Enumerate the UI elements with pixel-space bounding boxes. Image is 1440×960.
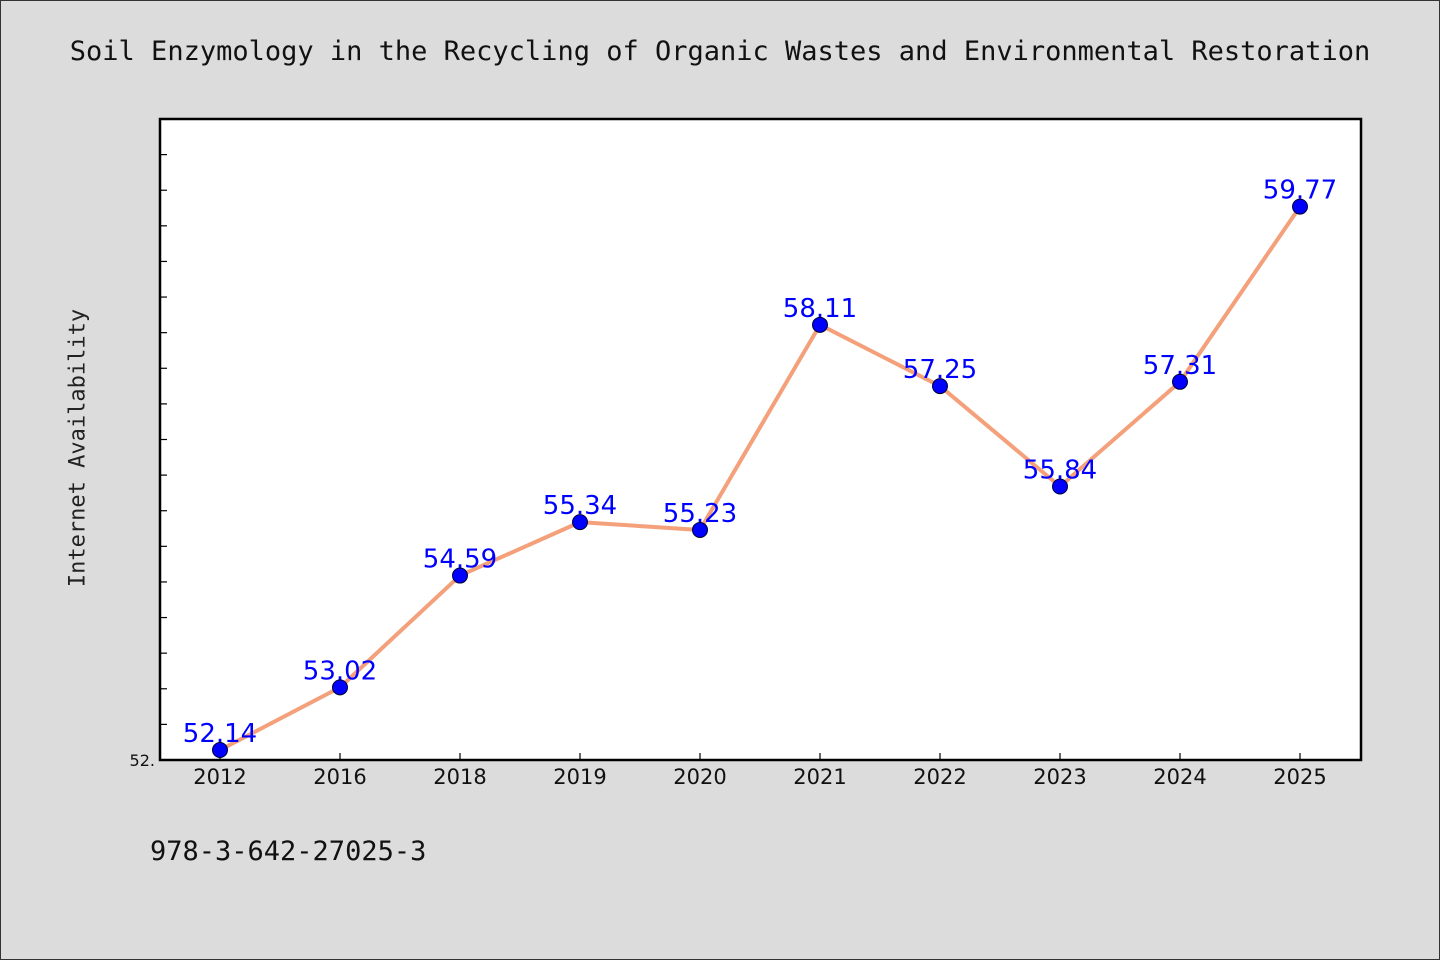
x-tick-label: 2025 xyxy=(1273,765,1326,789)
data-label: 58.11 xyxy=(783,294,857,324)
chart-title: Soil Enzymology in the Recycling of Orga… xyxy=(69,36,1371,67)
x-tick-label: 2018 xyxy=(433,765,486,789)
data-label: 54.59 xyxy=(423,545,497,575)
x-tick-label: 2024 xyxy=(1153,765,1206,789)
y-tick-label: 52. xyxy=(130,751,155,770)
data-label: 59.77 xyxy=(1263,176,1337,206)
data-label: 55.84 xyxy=(1023,456,1097,486)
series-line xyxy=(219,205,1302,752)
data-point xyxy=(932,378,948,395)
data-point xyxy=(212,742,228,759)
x-tick-label: 2022 xyxy=(913,765,966,789)
plot-area xyxy=(160,119,1361,760)
x-tick-label: 2021 xyxy=(793,765,846,789)
data-label: 52.14 xyxy=(183,719,257,749)
data-point xyxy=(1292,198,1308,215)
data-label: 57.25 xyxy=(903,355,977,385)
x-tick-label: 2020 xyxy=(673,765,726,789)
data-point xyxy=(812,316,828,333)
data-label: 55.34 xyxy=(543,491,617,521)
footer-isbn: 978-3-642-27025-3 xyxy=(150,836,427,867)
data-label: 57.31 xyxy=(1143,351,1217,381)
plot-border xyxy=(158,117,1363,762)
data-label: 55.23 xyxy=(663,499,737,529)
data-point xyxy=(1172,373,1188,390)
data-point xyxy=(332,679,348,696)
x-tick-label: 2012 xyxy=(193,765,246,789)
data-point xyxy=(572,514,588,531)
data-point xyxy=(692,521,708,538)
x-tick-label: 2019 xyxy=(553,765,606,789)
x-tick-label: 2016 xyxy=(313,765,366,789)
data-point xyxy=(452,567,468,584)
data-point xyxy=(1052,478,1068,495)
x-tick-label: 2023 xyxy=(1033,765,1086,789)
data-label: 53.02 xyxy=(303,656,377,686)
